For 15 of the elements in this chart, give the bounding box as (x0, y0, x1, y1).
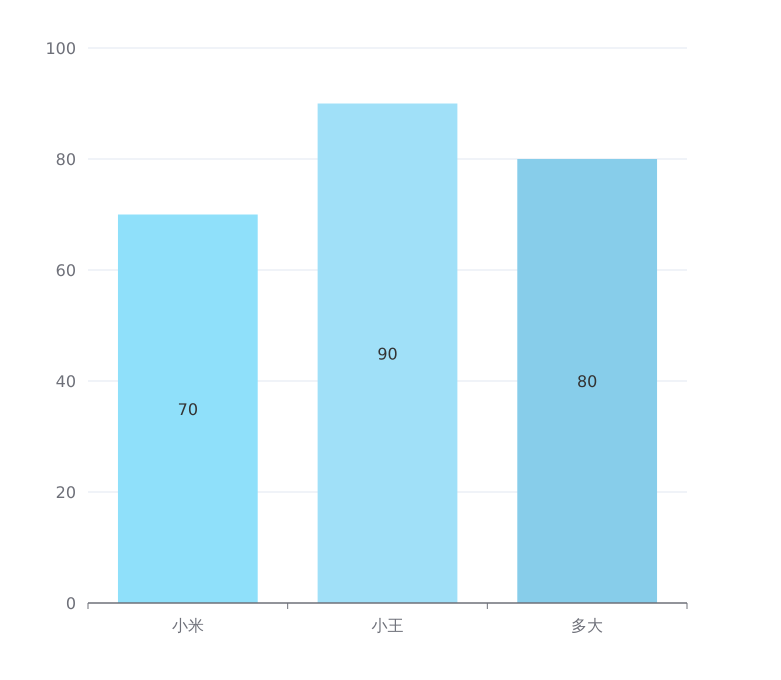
y-tick-label: 80 (56, 150, 76, 169)
y-tick-label: 0 (66, 594, 76, 613)
data-label: 80 (576, 372, 598, 391)
y-tick-label: 20 (56, 483, 76, 502)
bar (517, 159, 658, 603)
y-tick-label: 40 (56, 372, 76, 391)
y-tick-label: 60 (56, 261, 76, 280)
x-tick-label: 小米 (172, 616, 204, 635)
data-label: 90 (377, 344, 398, 364)
x-tick-label: 多大 (571, 616, 604, 635)
bar (118, 214, 258, 603)
x-tick-label: 小王 (372, 616, 404, 635)
y-tick-label: 100 (45, 39, 76, 58)
data-label: 70 (178, 400, 198, 419)
bar (318, 104, 458, 603)
